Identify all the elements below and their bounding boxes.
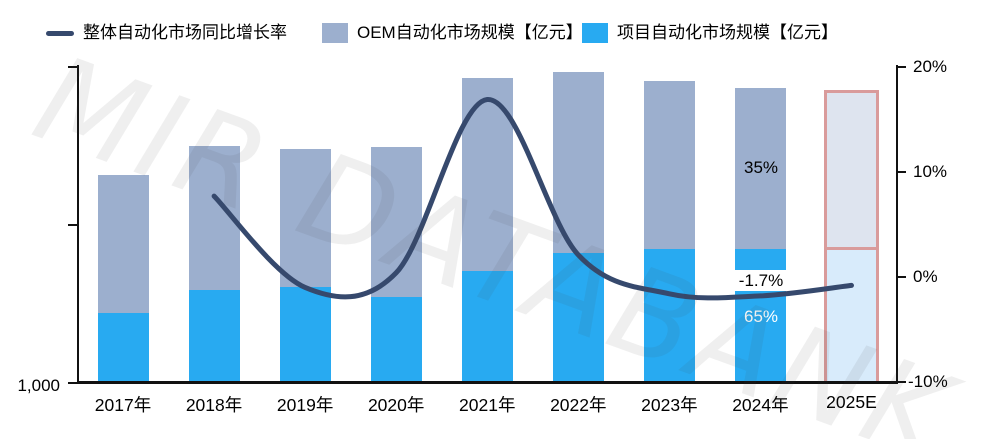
oem-share-label: 35% — [743, 158, 779, 177]
right-axis-line — [896, 65, 898, 384]
legend-label-growth-line: 整体自动化市场同比增长率 — [83, 23, 287, 42]
bar-2022年-oem — [552, 71, 604, 253]
bar-2020年-project — [370, 297, 422, 384]
right-axis-label-10: 10% — [913, 162, 948, 181]
bar-2023年-project — [643, 249, 695, 384]
left-axis-tick — [68, 66, 77, 68]
x-axis-label-2022年: 2022年 — [550, 395, 607, 415]
x-axis-label-2017年: 2017年 — [94, 395, 152, 415]
left-axis-label: 1,000 — [17, 376, 60, 395]
legend-item-growth-line: 整体自动化市场同比增长率 — [46, 20, 287, 46]
bar-2018年-project — [188, 290, 240, 384]
left-axis-tick — [68, 224, 77, 226]
growth-rate-label: -1.7% — [735, 270, 787, 291]
project-swatch-icon — [582, 23, 608, 43]
bar-2018年-oem — [188, 146, 240, 291]
bar-2025E-forecast — [823, 90, 879, 384]
x-axis-label-2025E: 2025E — [826, 392, 877, 412]
bar-2023年-oem — [643, 80, 695, 250]
bar-2019年-project — [279, 286, 331, 384]
right-axis-tick — [897, 66, 906, 68]
x-axis-label-2021年: 2021年 — [459, 395, 516, 415]
bar-2021年-oem — [461, 77, 513, 271]
right-axis-tick — [897, 171, 906, 173]
bar-2020年-oem — [370, 147, 422, 298]
x-axis-line — [78, 381, 898, 384]
project-share-label: 65% — [743, 307, 779, 326]
bar-2017年-project — [97, 312, 149, 384]
x-axis-label-2024年: 2024年 — [732, 395, 789, 415]
x-axis-label-2018年: 2018年 — [185, 395, 243, 415]
right-axis-tick — [897, 381, 906, 383]
bar-2019年-oem — [279, 148, 331, 287]
right-axis-label-neg10: -10% — [908, 372, 948, 391]
legend-item-project: 项目自动化市场规模【亿元】 — [582, 20, 838, 46]
x-axis-label-2019年: 2019年 — [276, 395, 334, 415]
right-axis-label-20: 20% — [913, 57, 948, 76]
x-axis-label-2023年: 2023年 — [641, 395, 698, 415]
x-axis-label-2020年: 2020年 — [367, 395, 425, 415]
left-axis-line — [77, 65, 79, 384]
bar-2025E-project-forecast — [826, 249, 876, 381]
bar-2025E-oem-forecast — [826, 93, 876, 250]
bar-2022年-project — [552, 252, 604, 384]
bar-2017年-oem — [97, 174, 149, 313]
line-swatch-icon — [46, 30, 74, 36]
legend-item-oem: OEM自动化市场规模【亿元】 — [322, 20, 583, 46]
bar-2021年-project — [461, 270, 513, 384]
left-axis-tick — [68, 382, 77, 384]
oem-swatch-icon — [322, 23, 348, 43]
legend-label-oem: OEM自动化市场规模【亿元】 — [357, 23, 583, 42]
right-axis-tick — [897, 276, 906, 278]
legend-label-project: 项目自动化市场规模【亿元】 — [617, 23, 838, 42]
right-axis-label-0: 0% — [913, 267, 938, 286]
